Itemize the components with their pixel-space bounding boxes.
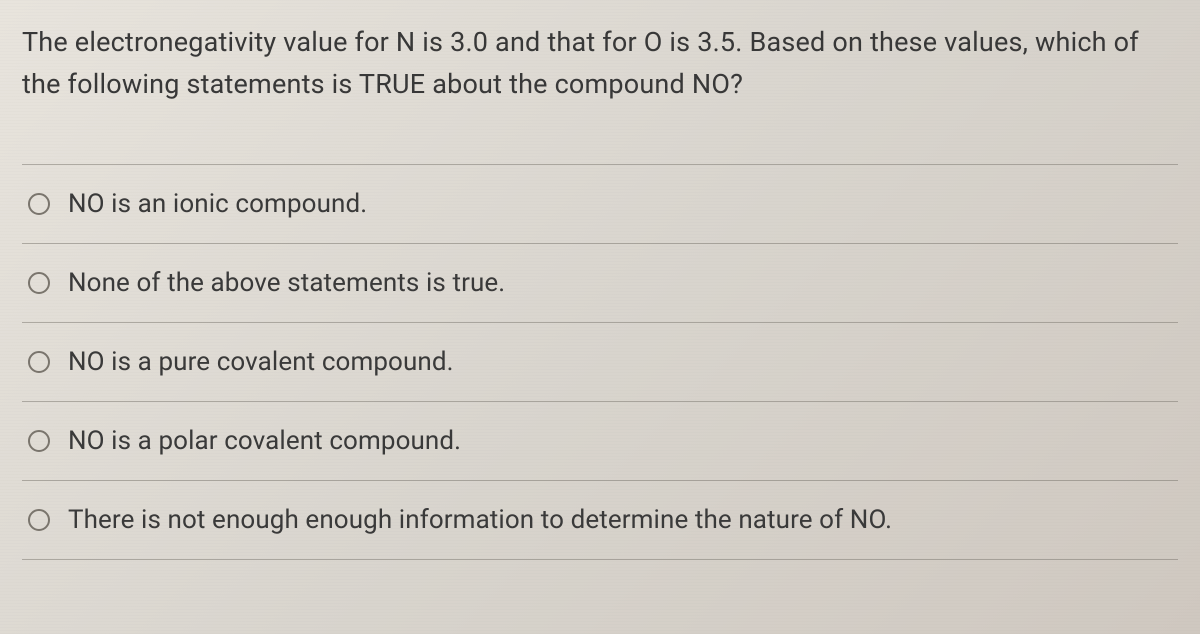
radio-icon[interactable] xyxy=(28,272,50,294)
question-text: The electronegativity value for N is 3.0… xyxy=(22,22,1178,106)
option-row[interactable]: NO is a pure covalent compound. xyxy=(22,323,1178,402)
option-row[interactable]: NO is an ionic compound. xyxy=(22,165,1178,244)
option-label: None of the above statements is true. xyxy=(68,268,505,298)
option-label: NO is a polar covalent compound. xyxy=(68,426,461,456)
option-label: There is not enough enough information t… xyxy=(68,505,892,535)
radio-icon[interactable] xyxy=(28,430,50,452)
option-row[interactable]: NO is a polar covalent compound. xyxy=(22,402,1178,481)
radio-icon[interactable] xyxy=(28,193,50,215)
option-label: NO is an ionic compound. xyxy=(68,189,367,219)
radio-icon[interactable] xyxy=(28,351,50,373)
option-row[interactable]: There is not enough enough information t… xyxy=(22,481,1178,560)
option-row[interactable]: None of the above statements is true. xyxy=(22,244,1178,323)
radio-icon[interactable] xyxy=(28,509,50,531)
options-list: NO is an ionic compound. None of the abo… xyxy=(22,164,1178,560)
option-label: NO is a pure covalent compound. xyxy=(68,347,454,377)
